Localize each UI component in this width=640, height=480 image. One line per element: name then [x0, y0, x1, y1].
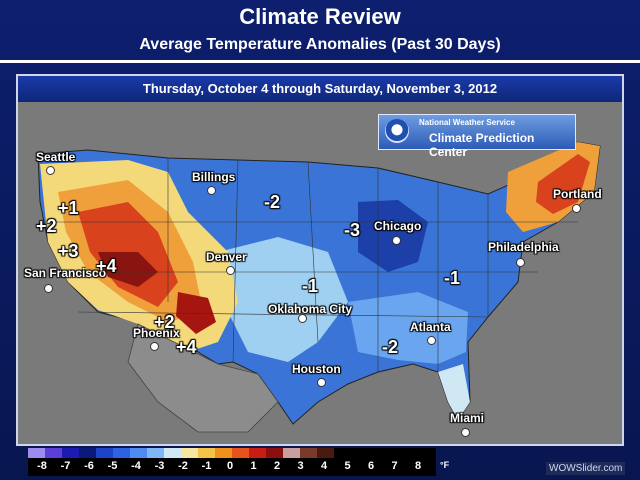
city-label: Philadelphia	[488, 240, 559, 254]
city-label: Chicago	[374, 219, 422, 233]
anomaly-label: -1	[302, 276, 319, 296]
legend-swatch	[249, 448, 266, 458]
legend-swatch	[79, 448, 96, 458]
legend-tick: -6	[84, 460, 94, 472]
city-label: Billings	[192, 170, 236, 184]
legend-swatch	[300, 448, 317, 458]
anomaly-label: -2	[264, 192, 281, 212]
legend-tick: 8	[414, 460, 422, 472]
anomaly-label: +2	[36, 216, 57, 236]
mexico-region	[127, 323, 279, 433]
legend-tick: 5	[344, 460, 351, 472]
legend-swatch	[96, 448, 113, 458]
city-marker	[207, 186, 216, 195]
city-marker	[150, 342, 159, 351]
nws-badge-line2: Climate Prediction Center	[429, 131, 535, 159]
date-range-bar: Thursday, October 4 through Saturday, No…	[18, 76, 622, 102]
legend-swatch	[164, 448, 181, 458]
title-divider	[0, 60, 640, 63]
legend-tick: 7	[391, 460, 398, 472]
city-label: Denver	[206, 250, 247, 264]
anomaly-label: +4	[96, 256, 117, 276]
plains-cool-zone	[218, 237, 348, 362]
legend-swatch	[147, 448, 164, 458]
legend-swatch	[130, 448, 147, 458]
anomaly-label: +4	[176, 337, 197, 357]
legend-tick: -3	[154, 460, 165, 472]
west-hot-core	[98, 252, 158, 287]
city-label: Oklahoma City	[268, 302, 353, 316]
legend-swatch	[232, 448, 249, 458]
watermark: WOWSlider.com	[546, 462, 626, 475]
legend-swatch	[181, 448, 198, 458]
legend-tick: -2	[178, 460, 188, 472]
legend-unit: °F	[440, 460, 450, 470]
page-title: Climate Review	[239, 4, 401, 29]
legend-swatch	[45, 448, 62, 458]
legend-tick: 0	[226, 460, 234, 472]
city-marker	[392, 236, 401, 245]
legend-tick: -7	[60, 460, 71, 472]
legend-swatch	[266, 448, 283, 458]
city-marker	[317, 378, 326, 387]
city-label: Houston	[292, 362, 341, 376]
city-label: San Francisco	[24, 266, 107, 280]
city-marker	[226, 266, 235, 275]
legend-tick: 2	[273, 460, 281, 472]
legend-swatch	[317, 448, 334, 458]
anomaly-label: +3	[58, 241, 79, 261]
legend-tick: 3	[297, 460, 304, 472]
legend-tick: 4	[320, 460, 328, 472]
legend-tick: 6	[367, 460, 375, 472]
nws-badge-line1: National Weather Service	[419, 118, 515, 127]
legend-tick: -4	[131, 460, 141, 472]
city-marker	[298, 314, 307, 323]
city-label: Portland	[553, 187, 602, 201]
legend-swatch	[283, 448, 300, 458]
nws-cpc-badge: National Weather Service Climate Predict…	[378, 114, 576, 159]
temperature-anomaly-map	[18, 102, 622, 444]
city-marker	[572, 204, 581, 213]
anomaly-label: -3	[344, 220, 361, 240]
northeast-red-zone	[536, 154, 590, 214]
legend-swatch	[113, 448, 130, 458]
anomaly-label: -2	[382, 337, 399, 357]
legend-swatches	[28, 448, 334, 458]
legend-tick: -5	[107, 460, 118, 472]
city-marker	[46, 166, 55, 175]
city-marker	[427, 336, 436, 345]
city-label: Seattle	[36, 150, 76, 164]
legend-tick: -8	[37, 460, 47, 472]
phoenix-hot-core	[176, 292, 216, 334]
city-label: Miami	[450, 411, 485, 425]
page-subtitle: Average Temperature Anomalies (Past 30 D…	[139, 36, 501, 53]
legend-swatch	[215, 448, 232, 458]
legend-swatch	[28, 448, 45, 458]
city-marker	[516, 258, 525, 267]
legend-tick: 1	[250, 460, 257, 472]
city-marker	[461, 428, 470, 437]
state-borders	[48, 158, 578, 372]
legend-tick: -1	[201, 460, 212, 472]
florida-zone	[438, 364, 470, 420]
color-scale-legend: -8 -7 -6 -5 -4 -3 -2 -1 0 1 2 3 4 5 6 7 8 °F	[28, 448, 449, 476]
legend-swatch	[62, 448, 79, 458]
legend-swatch	[198, 448, 215, 458]
anomaly-label: +1	[58, 198, 79, 218]
city-label: Phoenix	[133, 326, 180, 340]
anomaly-label: -1	[444, 268, 461, 288]
city-label: Atlanta	[410, 320, 451, 334]
anomaly-label: +2	[154, 312, 175, 332]
noaa-logo-icon	[385, 119, 409, 143]
city-marker	[44, 284, 53, 293]
